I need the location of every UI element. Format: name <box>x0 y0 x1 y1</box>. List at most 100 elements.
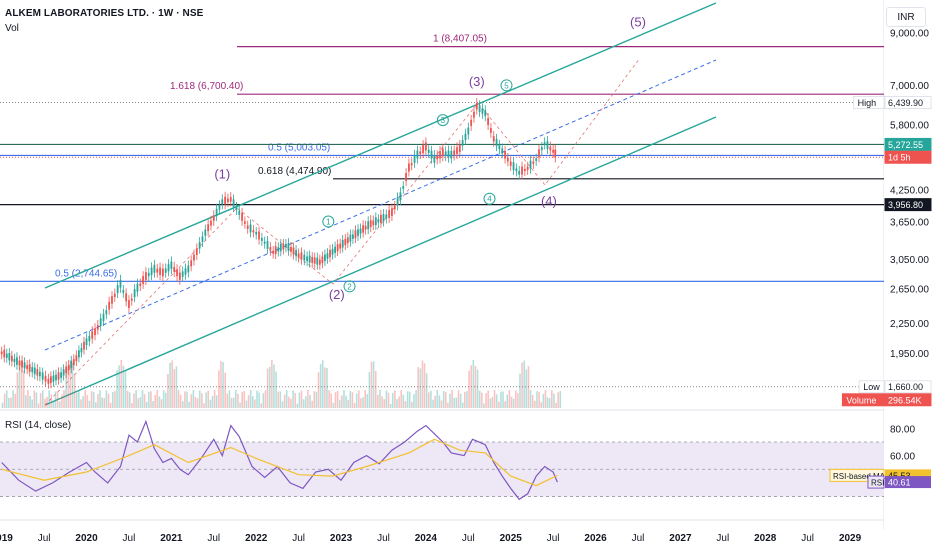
volume-bar <box>128 392 131 408</box>
volume-bar <box>256 390 258 408</box>
volume-bar <box>126 390 129 408</box>
volume-bar <box>551 390 553 408</box>
price-candle-body <box>145 272 147 281</box>
price-candle-body <box>354 230 357 239</box>
volume-bar <box>487 390 489 408</box>
price-candle-body <box>364 225 367 230</box>
price-candle-body <box>70 360 73 369</box>
price-candle-body <box>195 248 198 255</box>
price-candle-body <box>10 355 13 362</box>
rsi-title[interactable]: RSI (14, close) <box>5 420 72 431</box>
volume-bar <box>326 368 328 408</box>
price-candle-body <box>72 359 75 366</box>
badge-label: High <box>858 98 877 108</box>
price-tick-label: 4,250.00 <box>890 186 929 197</box>
price-candle-body <box>549 146 552 151</box>
wave-label: (1) <box>214 167 230 182</box>
volume-bar <box>531 395 534 408</box>
subwave-label: 4 <box>487 195 492 204</box>
volume-bar <box>194 397 197 408</box>
time-tick-label: 2020 <box>75 533 98 544</box>
price-candle-body <box>456 147 458 155</box>
volume-bar <box>360 398 362 408</box>
price-candle-body <box>408 163 410 172</box>
price-candle-body <box>344 238 347 246</box>
price-candle-body <box>546 141 549 150</box>
volume-bar <box>538 391 540 408</box>
rsi-band <box>0 442 884 497</box>
price-candle-body <box>36 369 39 376</box>
volume-bar <box>186 391 188 408</box>
price-candle-body <box>526 166 529 170</box>
badge-label-box <box>841 393 885 407</box>
volume-bar <box>432 399 434 408</box>
price-candle-body <box>285 243 287 248</box>
volume-bar <box>451 390 453 408</box>
price-candle-body <box>346 237 349 244</box>
volume-bar <box>226 393 229 408</box>
volume-bar <box>364 390 366 408</box>
volume-bar <box>540 402 543 408</box>
volume-bar <box>75 392 78 408</box>
price-candle-body <box>113 293 116 297</box>
price-series <box>0 98 557 389</box>
currency-button[interactable]: INR <box>886 7 926 27</box>
time-tick-label: 2024 <box>415 533 438 544</box>
volume-bar <box>241 391 243 408</box>
price-candle-body <box>359 228 362 234</box>
volume-bar <box>254 399 256 408</box>
volume-bar <box>544 390 547 408</box>
price-candle-body <box>252 230 255 233</box>
volume-bar <box>285 390 288 408</box>
volume-bar <box>56 391 59 408</box>
volume-bar <box>268 366 271 408</box>
price-candle-body <box>50 376 52 384</box>
volume-bar <box>103 397 106 408</box>
volume-bar <box>3 393 6 408</box>
volume-bar <box>171 360 173 408</box>
price-candle-body <box>467 127 470 135</box>
volume-bar <box>247 395 250 408</box>
price-candle-body <box>122 290 125 293</box>
volume-bar <box>404 401 407 408</box>
wave-path <box>44 57 641 406</box>
price-candle-body <box>57 372 60 380</box>
price-badge <box>884 380 932 394</box>
volume-bar <box>434 395 436 408</box>
volume-bar <box>160 399 163 408</box>
volume-bar <box>14 393 17 408</box>
price-candle-body <box>102 313 105 322</box>
price-candle-body <box>31 367 34 373</box>
volume-bar <box>387 392 390 408</box>
volume-bar <box>358 390 360 408</box>
volume-bar <box>292 390 294 408</box>
price-candle-body <box>187 265 190 273</box>
price-candle-body <box>184 268 187 275</box>
volume-bar <box>1 402 4 408</box>
price-candle-body <box>153 264 156 273</box>
volume-bar <box>385 390 388 408</box>
price-candle-body <box>75 355 78 362</box>
volume-bar <box>86 395 89 408</box>
volume-bar <box>521 362 523 408</box>
symbol-title[interactable]: ALKEM LABORATORIES LTD. · 1W · NSE <box>5 8 204 19</box>
price-candle-body <box>554 149 557 158</box>
volume-bar <box>65 366 67 408</box>
price-candle-body <box>306 256 309 262</box>
price-candle-body <box>506 157 509 162</box>
price-candle-body <box>311 256 314 263</box>
volume-bar <box>294 392 296 408</box>
volume-bar <box>266 368 269 408</box>
volume-bar <box>436 390 439 408</box>
price-candle-body <box>161 268 164 277</box>
price-candle-body <box>159 267 161 276</box>
price-candle-body <box>515 168 518 172</box>
volume-bar <box>18 361 21 408</box>
volume-bar <box>362 397 364 408</box>
price-candle-body <box>235 207 238 210</box>
volume-bar <box>302 399 305 408</box>
volume-legend: Vol <box>5 23 19 34</box>
subwave-label: 1 <box>326 218 331 227</box>
volume-bar <box>232 397 235 408</box>
